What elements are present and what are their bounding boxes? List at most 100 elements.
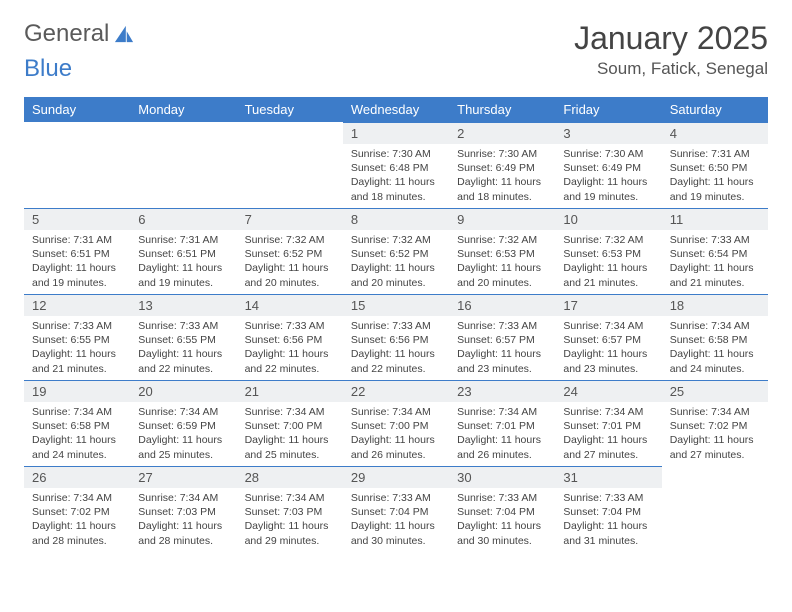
calendar-cell: 21Sunrise: 7:34 AMSunset: 7:00 PMDayligh… xyxy=(237,380,343,466)
day-details: Sunrise: 7:34 AMSunset: 7:02 PMDaylight:… xyxy=(24,488,130,551)
day-number: 5 xyxy=(24,208,130,230)
day-number: 4 xyxy=(662,122,768,144)
calendar-cell: 6Sunrise: 7:31 AMSunset: 6:51 PMDaylight… xyxy=(130,208,236,294)
day-details: Sunrise: 7:34 AMSunset: 7:03 PMDaylight:… xyxy=(130,488,236,551)
day-number: 10 xyxy=(555,208,661,230)
day-number: 16 xyxy=(449,294,555,316)
day-number: 19 xyxy=(24,380,130,402)
day-details: Sunrise: 7:33 AMSunset: 7:04 PMDaylight:… xyxy=(343,488,449,551)
calendar-cell: 3Sunrise: 7:30 AMSunset: 6:49 PMDaylight… xyxy=(555,122,661,208)
weekday-header: Sunday xyxy=(24,97,130,122)
day-details: Sunrise: 7:34 AMSunset: 6:59 PMDaylight:… xyxy=(130,402,236,465)
calendar-cell: 30Sunrise: 7:33 AMSunset: 7:04 PMDayligh… xyxy=(449,466,555,552)
day-number: 20 xyxy=(130,380,236,402)
calendar-cell: 27Sunrise: 7:34 AMSunset: 7:03 PMDayligh… xyxy=(130,466,236,552)
day-number: 18 xyxy=(662,294,768,316)
day-number: 13 xyxy=(130,294,236,316)
day-details: Sunrise: 7:34 AMSunset: 7:02 PMDaylight:… xyxy=(662,402,768,465)
calendar-cell: 13Sunrise: 7:33 AMSunset: 6:55 PMDayligh… xyxy=(130,294,236,380)
calendar-cell: 29Sunrise: 7:33 AMSunset: 7:04 PMDayligh… xyxy=(343,466,449,552)
calendar-cell: 16Sunrise: 7:33 AMSunset: 6:57 PMDayligh… xyxy=(449,294,555,380)
calendar-cell: 11Sunrise: 7:33 AMSunset: 6:54 PMDayligh… xyxy=(662,208,768,294)
day-number: 28 xyxy=(237,466,343,488)
calendar-cell: 1Sunrise: 7:30 AMSunset: 6:48 PMDaylight… xyxy=(343,122,449,208)
calendar-cell: 8Sunrise: 7:32 AMSunset: 6:52 PMDaylight… xyxy=(343,208,449,294)
calendar-cell: 25Sunrise: 7:34 AMSunset: 7:02 PMDayligh… xyxy=(662,380,768,466)
weekday-header: Friday xyxy=(555,97,661,122)
calendar-cell: 10Sunrise: 7:32 AMSunset: 6:53 PMDayligh… xyxy=(555,208,661,294)
day-number: 21 xyxy=(237,380,343,402)
calendar-cell: 31Sunrise: 7:33 AMSunset: 7:04 PMDayligh… xyxy=(555,466,661,552)
calendar-cell: 17Sunrise: 7:34 AMSunset: 6:57 PMDayligh… xyxy=(555,294,661,380)
day-details: Sunrise: 7:30 AMSunset: 6:49 PMDaylight:… xyxy=(449,144,555,207)
day-number: 17 xyxy=(555,294,661,316)
calendar-cell xyxy=(662,466,768,552)
day-number: 27 xyxy=(130,466,236,488)
day-number: 31 xyxy=(555,466,661,488)
day-details: Sunrise: 7:32 AMSunset: 6:52 PMDaylight:… xyxy=(237,230,343,293)
sail-icon xyxy=(113,24,135,44)
calendar-cell: 18Sunrise: 7:34 AMSunset: 6:58 PMDayligh… xyxy=(662,294,768,380)
weekday-header: Saturday xyxy=(662,97,768,122)
day-details: Sunrise: 7:30 AMSunset: 6:48 PMDaylight:… xyxy=(343,144,449,207)
day-number: 7 xyxy=(237,208,343,230)
day-details: Sunrise: 7:32 AMSunset: 6:53 PMDaylight:… xyxy=(555,230,661,293)
day-number: 2 xyxy=(449,122,555,144)
day-details: Sunrise: 7:31 AMSunset: 6:51 PMDaylight:… xyxy=(130,230,236,293)
day-details: Sunrise: 7:33 AMSunset: 7:04 PMDaylight:… xyxy=(449,488,555,551)
brand-logo: General xyxy=(24,20,139,48)
day-number: 9 xyxy=(449,208,555,230)
day-number: 26 xyxy=(24,466,130,488)
weekday-header: Wednesday xyxy=(343,97,449,122)
location-text: Soum, Fatick, Senegal xyxy=(574,59,768,79)
day-details: Sunrise: 7:33 AMSunset: 6:57 PMDaylight:… xyxy=(449,316,555,379)
brand-text-2: Blue xyxy=(24,55,72,83)
brand-text-1: General xyxy=(24,20,109,48)
day-details: Sunrise: 7:33 AMSunset: 6:56 PMDaylight:… xyxy=(343,316,449,379)
weekday-header: Thursday xyxy=(449,97,555,122)
calendar-cell: 23Sunrise: 7:34 AMSunset: 7:01 PMDayligh… xyxy=(449,380,555,466)
day-details: Sunrise: 7:34 AMSunset: 7:03 PMDaylight:… xyxy=(237,488,343,551)
calendar-cell xyxy=(130,122,236,208)
calendar-cell xyxy=(237,122,343,208)
calendar-cell: 19Sunrise: 7:34 AMSunset: 6:58 PMDayligh… xyxy=(24,380,130,466)
day-details: Sunrise: 7:31 AMSunset: 6:50 PMDaylight:… xyxy=(662,144,768,207)
day-details: Sunrise: 7:34 AMSunset: 6:58 PMDaylight:… xyxy=(24,402,130,465)
day-number: 3 xyxy=(555,122,661,144)
day-number: 12 xyxy=(24,294,130,316)
day-details: Sunrise: 7:33 AMSunset: 6:54 PMDaylight:… xyxy=(662,230,768,293)
day-details: Sunrise: 7:34 AMSunset: 7:00 PMDaylight:… xyxy=(343,402,449,465)
day-details: Sunrise: 7:33 AMSunset: 6:55 PMDaylight:… xyxy=(130,316,236,379)
calendar-cell: 5Sunrise: 7:31 AMSunset: 6:51 PMDaylight… xyxy=(24,208,130,294)
calendar-cell: 2Sunrise: 7:30 AMSunset: 6:49 PMDaylight… xyxy=(449,122,555,208)
calendar-cell: 24Sunrise: 7:34 AMSunset: 7:01 PMDayligh… xyxy=(555,380,661,466)
day-details: Sunrise: 7:34 AMSunset: 7:01 PMDaylight:… xyxy=(449,402,555,465)
calendar-cell: 14Sunrise: 7:33 AMSunset: 6:56 PMDayligh… xyxy=(237,294,343,380)
calendar-cell: 9Sunrise: 7:32 AMSunset: 6:53 PMDaylight… xyxy=(449,208,555,294)
calendar-cell xyxy=(24,122,130,208)
day-number: 15 xyxy=(343,294,449,316)
weekday-header: Monday xyxy=(130,97,236,122)
calendar-cell: 26Sunrise: 7:34 AMSunset: 7:02 PMDayligh… xyxy=(24,466,130,552)
page-title: January 2025 xyxy=(574,20,768,57)
day-details: Sunrise: 7:31 AMSunset: 6:51 PMDaylight:… xyxy=(24,230,130,293)
day-details: Sunrise: 7:30 AMSunset: 6:49 PMDaylight:… xyxy=(555,144,661,207)
day-details: Sunrise: 7:33 AMSunset: 7:04 PMDaylight:… xyxy=(555,488,661,551)
day-number: 22 xyxy=(343,380,449,402)
day-details: Sunrise: 7:34 AMSunset: 7:00 PMDaylight:… xyxy=(237,402,343,465)
calendar-cell: 28Sunrise: 7:34 AMSunset: 7:03 PMDayligh… xyxy=(237,466,343,552)
day-details: Sunrise: 7:34 AMSunset: 6:58 PMDaylight:… xyxy=(662,316,768,379)
day-number: 11 xyxy=(662,208,768,230)
day-number: 29 xyxy=(343,466,449,488)
calendar-cell: 4Sunrise: 7:31 AMSunset: 6:50 PMDaylight… xyxy=(662,122,768,208)
day-number: 1 xyxy=(343,122,449,144)
calendar-cell: 20Sunrise: 7:34 AMSunset: 6:59 PMDayligh… xyxy=(130,380,236,466)
day-number: 6 xyxy=(130,208,236,230)
calendar-cell: 15Sunrise: 7:33 AMSunset: 6:56 PMDayligh… xyxy=(343,294,449,380)
day-number: 25 xyxy=(662,380,768,402)
day-number: 30 xyxy=(449,466,555,488)
day-number: 23 xyxy=(449,380,555,402)
calendar-cell: 22Sunrise: 7:34 AMSunset: 7:00 PMDayligh… xyxy=(343,380,449,466)
weekday-header: Tuesday xyxy=(237,97,343,122)
calendar-cell: 12Sunrise: 7:33 AMSunset: 6:55 PMDayligh… xyxy=(24,294,130,380)
